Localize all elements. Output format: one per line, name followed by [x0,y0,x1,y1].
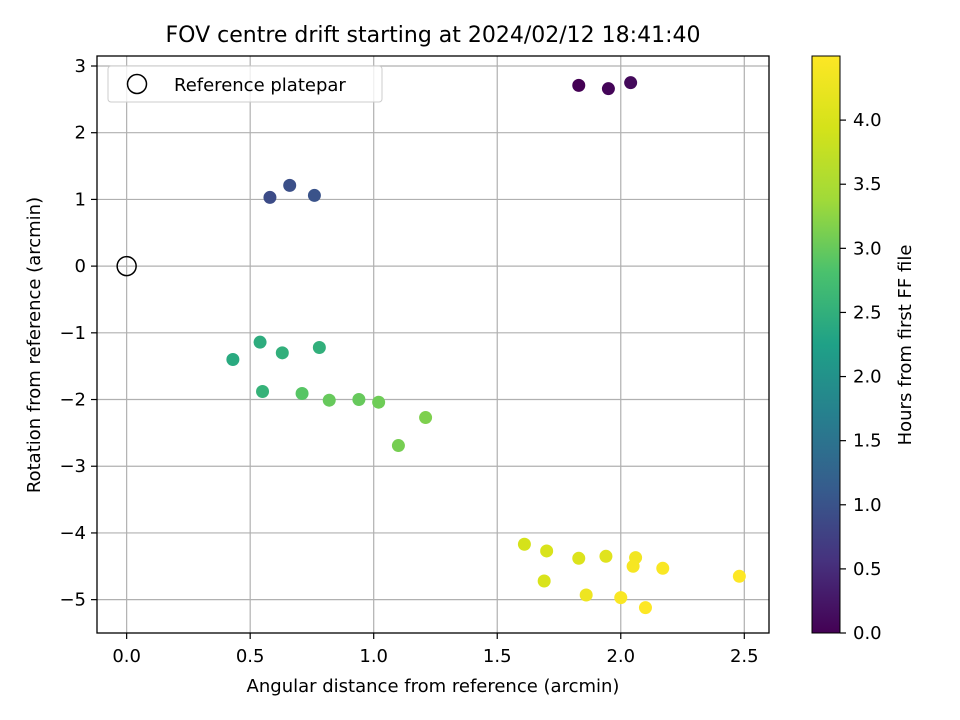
reference-platepar-marker [116,255,137,277]
colorbar-tick-label: 0.5 [853,559,882,580]
data-point [624,76,638,90]
data-point [540,544,554,558]
y-tick-label: 1 [75,189,86,210]
x-tick-label: 2.0 [606,646,635,667]
colorbar-tick-label: 2.0 [853,367,882,388]
y-axis-label: Rotation from reference (arcmin) [24,197,45,493]
x-tick-label: 2.5 [730,646,759,667]
legend-label: Reference platepar [174,75,346,96]
y-tick-label: −4 [59,523,86,544]
reference-marker-group [116,255,137,277]
x-tick-label: 1.0 [359,646,388,667]
data-point [256,385,270,399]
y-tick-label: −3 [59,456,86,477]
data-point [312,341,326,355]
data-point [352,393,366,407]
data-point [579,588,593,602]
data-point [656,561,670,575]
x-axis-ticks: 0.0 0.5 1.0 1.5 2.0 2.5 [112,633,759,667]
legend: Reference platepar [107,65,383,103]
x-tick-label: 1.5 [483,646,512,667]
x-tick-label: 0.5 [236,646,265,667]
colorbar-tick-label: 1.0 [853,495,882,516]
data-point [263,190,277,204]
data-point [614,591,628,605]
colorbar-tick-label: 3.0 [853,238,882,259]
data-point [419,411,433,425]
data-point [601,82,615,96]
colorbar-tick-label: 2.5 [853,302,882,323]
y-tick-label: −2 [59,390,86,411]
colorbar [811,55,841,634]
data-point [275,346,289,360]
y-axis-ticks: 3 2 1 0 −1 −2 −3 −4 −5 [59,56,97,611]
data-point [517,537,531,551]
data-point [226,353,240,367]
plot-frame [96,55,770,634]
data-point [295,387,309,401]
legend-reference-marker [126,73,148,95]
y-tick-label: −5 [59,590,86,611]
colorbar-tick-label: 4.0 [853,110,882,131]
data-point [307,188,321,202]
data-point [599,549,613,563]
data-points [226,76,746,615]
y-tick-label: 3 [75,56,86,77]
data-point [572,551,586,565]
legend-box [107,65,383,103]
y-tick-label: 2 [75,123,86,144]
data-point [283,178,297,192]
data-point [253,335,267,349]
x-tick-label: 0.0 [112,646,141,667]
colorbar-label: Hours from first FF file [895,245,916,446]
data-point [572,78,586,92]
data-point [372,395,386,409]
grid [97,56,769,633]
data-point [391,439,405,453]
colorbar-tick-label: 1.5 [853,431,882,452]
data-point [537,574,551,588]
data-point [322,393,336,407]
chart-title: FOV centre drift starting at 2024/02/12 … [166,23,701,48]
data-point [732,569,746,583]
y-tick-label: −1 [59,323,86,344]
colorbar-tick-label: 3.5 [853,174,882,195]
colorbar-ticks: 0.0 0.5 1.0 1.5 2.0 2.5 3.0 3.5 4.0 [840,110,882,644]
x-axis-label: Angular distance from reference (arcmin) [247,676,620,697]
data-point [638,601,652,615]
y-tick-label: 0 [75,256,86,277]
colorbar-tick-label: 0.0 [853,623,882,644]
data-point [626,559,640,573]
